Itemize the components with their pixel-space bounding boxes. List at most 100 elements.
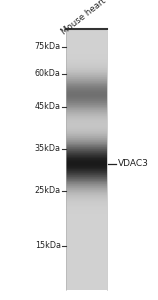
Bar <box>66 112 107 113</box>
Bar <box>66 194 107 195</box>
Bar <box>66 239 107 240</box>
Bar <box>66 46 107 47</box>
Bar <box>66 195 107 196</box>
Bar <box>66 90 107 91</box>
Bar <box>66 110 107 111</box>
Bar <box>66 80 107 81</box>
Bar <box>66 287 107 288</box>
Bar <box>66 207 107 208</box>
Bar <box>66 173 107 174</box>
Bar <box>66 78 107 79</box>
Bar <box>66 141 107 142</box>
Bar <box>66 54 107 55</box>
Bar <box>66 179 107 180</box>
Bar <box>66 266 107 267</box>
Bar <box>66 214 107 215</box>
Bar <box>66 52 107 53</box>
Bar <box>66 234 107 235</box>
Bar <box>66 206 107 207</box>
Bar <box>66 106 107 107</box>
Bar <box>66 40 107 41</box>
Bar <box>66 219 107 220</box>
Bar <box>66 231 107 232</box>
Bar <box>66 159 107 160</box>
Bar <box>66 105 107 106</box>
Bar <box>66 151 107 152</box>
Bar <box>66 226 107 227</box>
Bar <box>66 53 107 54</box>
Bar <box>66 154 107 155</box>
Bar <box>66 253 107 254</box>
Bar <box>66 42 107 43</box>
Bar <box>66 244 107 245</box>
Bar <box>66 77 107 78</box>
Bar <box>66 183 107 184</box>
Bar <box>66 140 107 141</box>
Bar <box>66 144 107 145</box>
Bar <box>66 72 107 73</box>
Bar <box>66 85 107 86</box>
Bar <box>66 205 107 206</box>
Bar <box>66 50 107 51</box>
Bar <box>66 129 107 130</box>
Bar <box>66 162 107 163</box>
Bar <box>66 94 107 95</box>
Bar <box>66 225 107 226</box>
Bar <box>66 88 107 89</box>
Bar <box>66 163 107 164</box>
Bar <box>66 68 107 69</box>
Bar <box>66 187 107 188</box>
Bar <box>66 133 107 134</box>
Bar <box>66 33 107 34</box>
Bar <box>66 185 107 186</box>
Bar <box>66 86 107 87</box>
Bar <box>66 200 107 201</box>
Bar <box>66 81 107 82</box>
Bar <box>66 38 107 39</box>
Bar <box>66 261 107 262</box>
Bar <box>66 168 107 169</box>
Bar <box>66 115 107 116</box>
Bar <box>66 149 107 150</box>
Bar <box>66 146 107 147</box>
Bar <box>66 227 107 228</box>
Bar <box>66 268 107 269</box>
Bar <box>66 181 107 182</box>
Bar <box>66 61 107 62</box>
Bar <box>66 103 107 104</box>
Bar <box>66 178 107 179</box>
Bar <box>66 130 107 131</box>
Bar <box>66 235 107 236</box>
Bar <box>66 118 107 119</box>
Bar <box>66 83 107 84</box>
Bar <box>66 62 107 63</box>
Bar <box>66 259 107 260</box>
Bar <box>66 198 107 199</box>
Bar <box>66 247 107 248</box>
Bar <box>66 161 107 162</box>
Bar <box>66 165 107 166</box>
Bar <box>66 166 107 167</box>
Bar <box>66 258 107 259</box>
Bar <box>66 100 107 101</box>
Bar <box>66 87 107 88</box>
Bar <box>66 221 107 222</box>
Bar <box>66 245 107 246</box>
Bar <box>66 31 107 32</box>
Bar <box>66 197 107 198</box>
Bar <box>66 97 107 98</box>
Bar <box>66 254 107 255</box>
Bar <box>66 137 107 138</box>
Bar <box>66 233 107 234</box>
Bar <box>66 274 107 275</box>
Bar <box>66 177 107 178</box>
Bar <box>66 158 107 159</box>
Bar <box>66 111 107 112</box>
Bar <box>66 209 107 210</box>
Bar <box>66 250 107 251</box>
Bar <box>66 189 107 190</box>
Bar <box>66 180 107 181</box>
Bar <box>66 142 107 143</box>
Bar <box>66 170 107 171</box>
Bar <box>66 99 107 100</box>
